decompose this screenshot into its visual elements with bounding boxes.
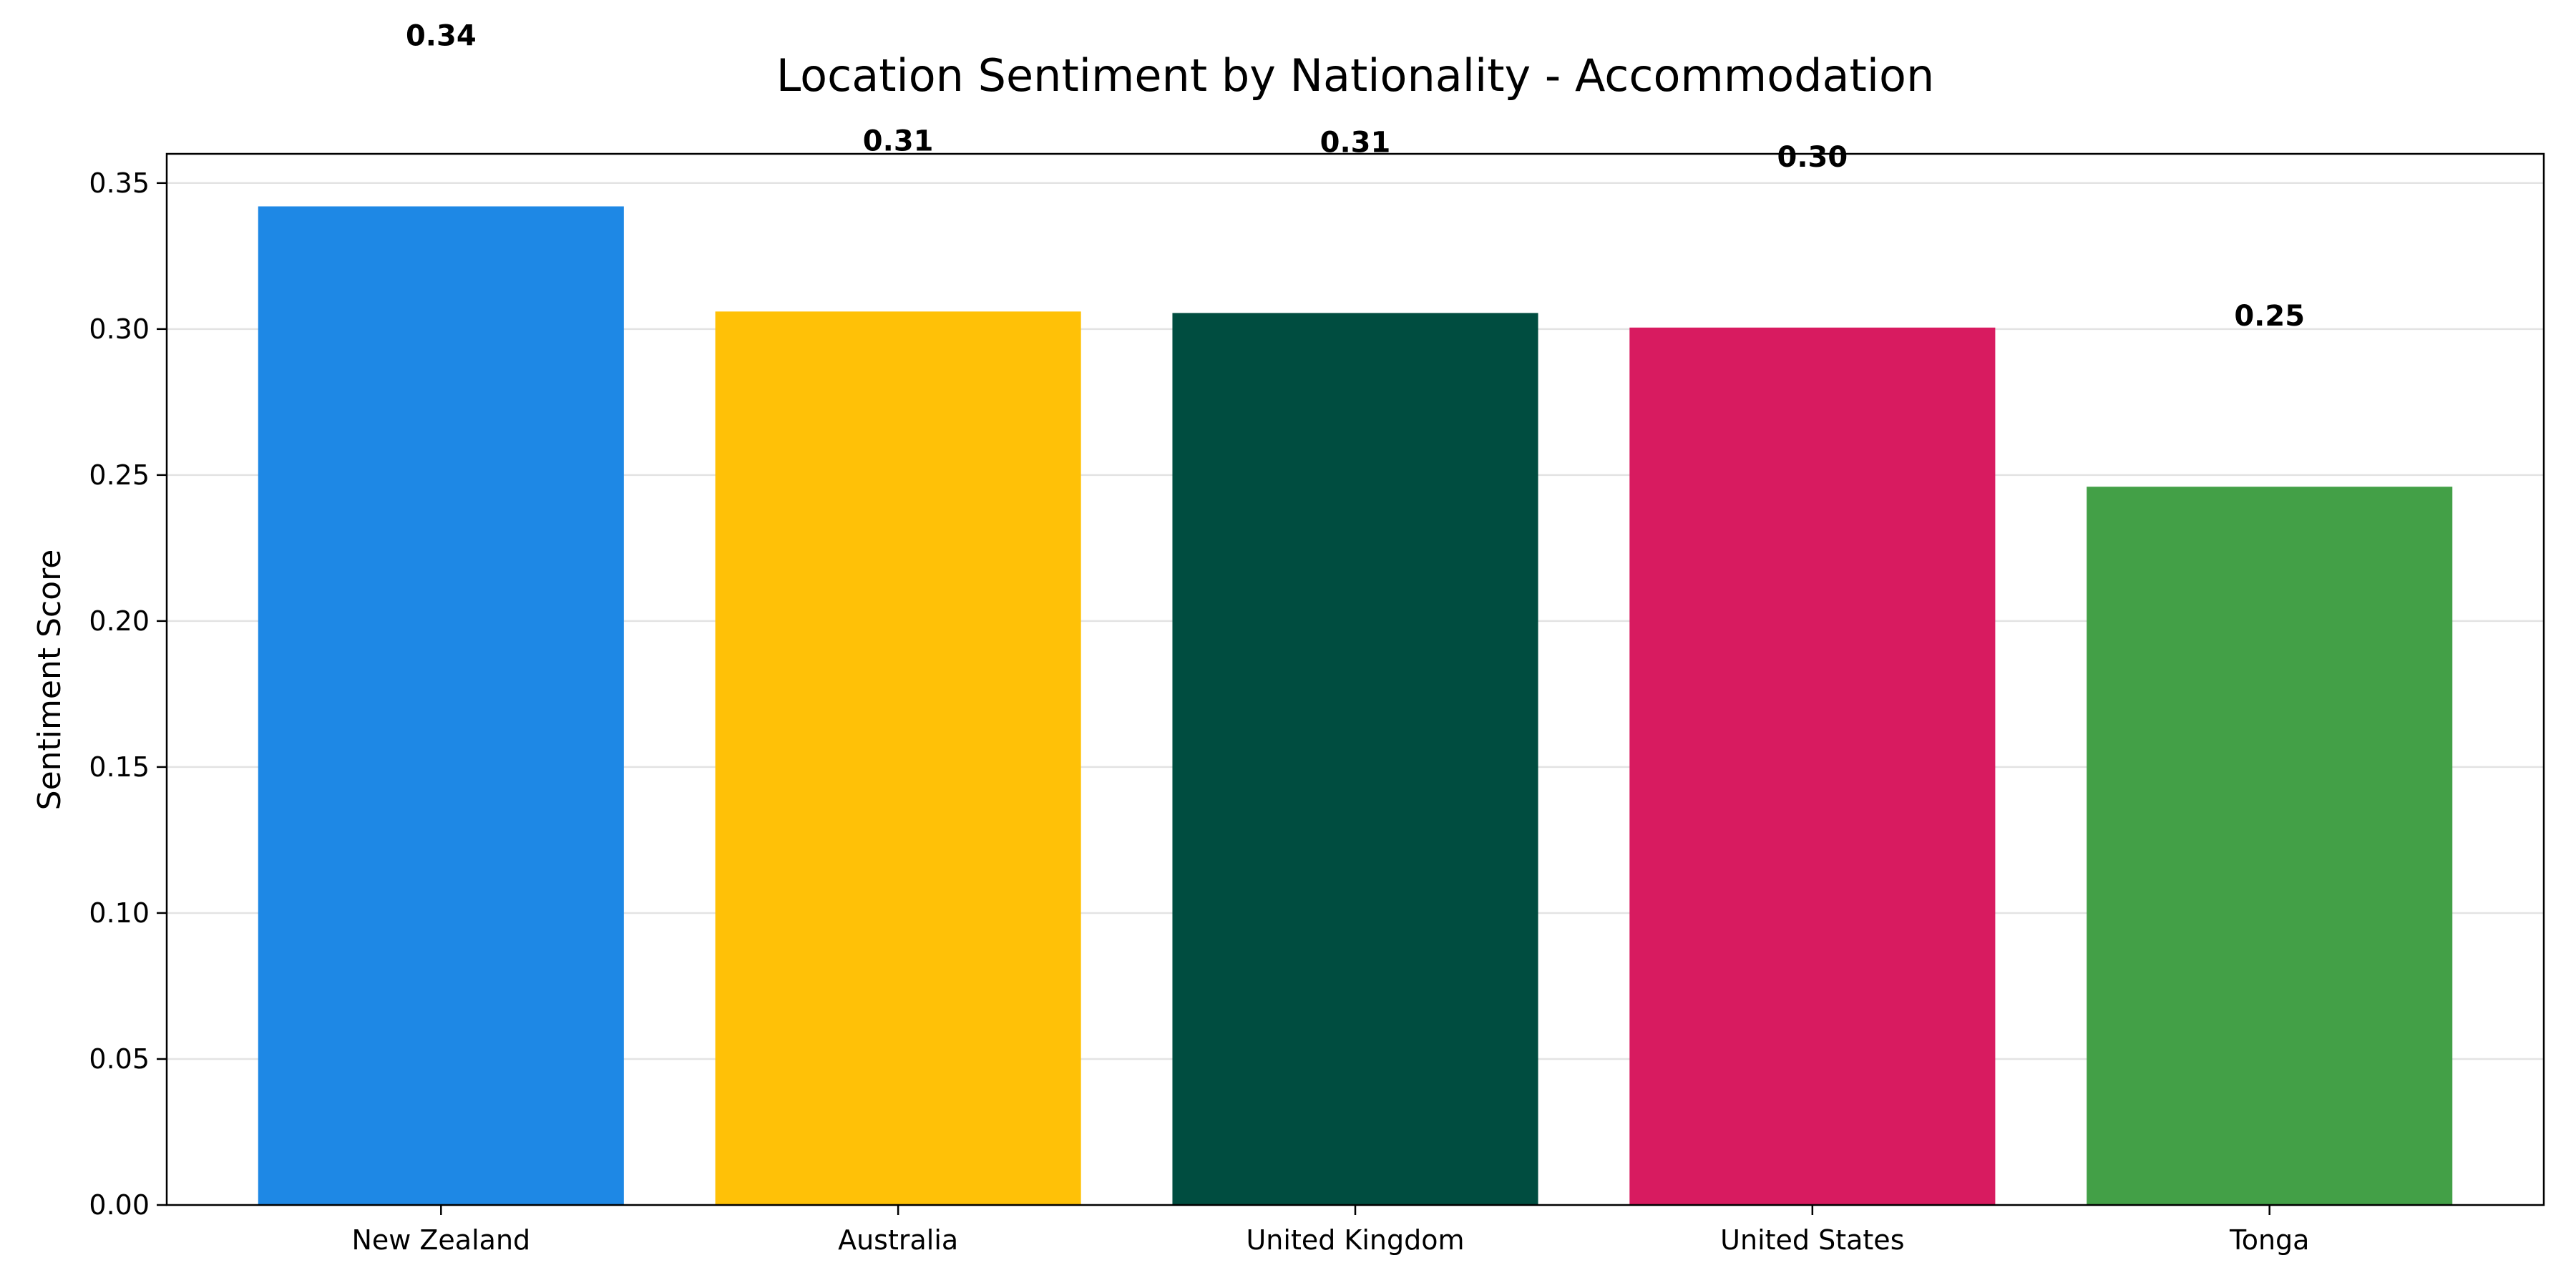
y-axis-ticks: 0.00 0.05 0.10 0.15 0.20 0.25 0.30 0.35 [89,167,167,1221]
x-tick-label: Tonga [2229,1224,2310,1256]
y-axis-label: Sentiment Score [31,550,68,811]
x-tick-label: Australia [838,1224,958,1256]
y-tick-label: 0.00 [89,1189,150,1221]
x-tick-label: New Zealand [351,1224,530,1256]
y-tick-label: 0.15 [89,751,150,783]
y-tick-label: 0.05 [89,1043,150,1075]
bar [258,206,624,1206]
y-tick-label: 0.20 [89,605,150,637]
bar [1629,327,1996,1205]
x-tick-label: United States [1720,1224,1904,1256]
bar-value-label: 0.25 [2234,300,2305,333]
bar [2087,487,2453,1205]
bar [715,311,1081,1206]
chart-title: Location Sentiment by Nationality - Acco… [776,49,1935,102]
bar-value-label: 0.30 [1777,141,1848,174]
bar-value-label: 0.34 [406,19,477,52]
x-tick-label: United Kingdom [1246,1224,1464,1256]
bar-value-label: 0.31 [1320,126,1391,159]
y-tick-label: 0.35 [89,167,150,199]
y-tick-label: 0.10 [89,897,150,929]
bars [258,206,2453,1206]
bar [1172,313,1538,1206]
data-labels: 0.34 0.31 0.31 0.30 0.25 [406,19,2305,333]
y-tick-label: 0.30 [89,313,150,345]
x-axis-ticks: New Zealand Australia United Kingdom United… [351,1205,2309,1256]
y-tick-label: 0.25 [89,459,150,491]
bar-value-label: 0.31 [863,125,934,157]
